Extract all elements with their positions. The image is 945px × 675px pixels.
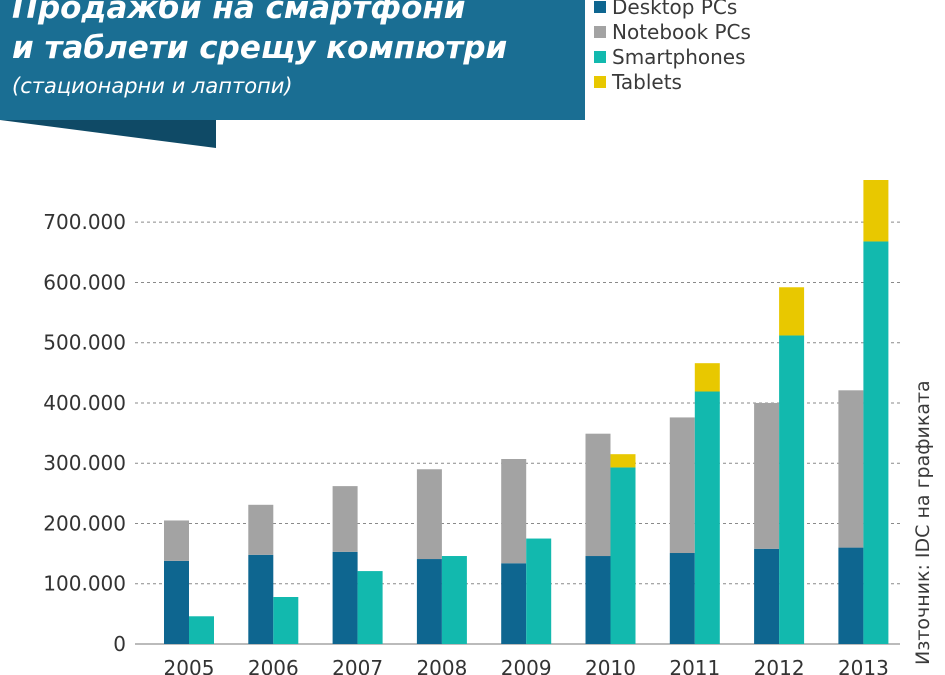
bar-notebook-2009: [501, 459, 527, 564]
bar-smartphones-2010: [610, 467, 636, 644]
bar-smartphones-2005: [189, 616, 214, 644]
bar-notebook-2012: [754, 402, 780, 549]
banner-shadow: [0, 120, 216, 148]
bar-smartphones-2012: [779, 335, 805, 644]
bar-tablets-2010: [610, 454, 636, 468]
bar-tablets-2013: [863, 180, 889, 242]
legend-label-desktop: Desktop PCs: [612, 0, 738, 19]
legend-item-notebook: Notebook PCs: [594, 19, 751, 44]
bar-smartphones-2011: [694, 391, 720, 644]
x-tick-label: 2006: [248, 656, 299, 675]
bar-tablets-2012: [779, 287, 805, 336]
bar-smartphones-2009: [526, 538, 552, 644]
chart-subtitle: (стационарни и лаптопи): [12, 74, 293, 98]
x-tick-label: 2009: [501, 656, 552, 675]
legend-swatch-smartphones: [594, 50, 606, 63]
bar-notebook-2006: [248, 504, 274, 555]
bar-notebook-2008: [416, 469, 442, 560]
y-tick-label: 0: [113, 632, 126, 656]
bar-desktop-2011: [669, 553, 695, 644]
x-tick-label: 2005: [164, 656, 215, 675]
bar-desktop-2008: [416, 559, 442, 644]
bar-desktop-2005: [164, 560, 189, 644]
legend-swatch-desktop: [594, 0, 606, 13]
bar-desktop-2009: [501, 563, 527, 644]
title-banner: Продажби на смартфони и таблети срещу ко…: [0, 0, 585, 120]
bar-smartphones-2008: [441, 556, 467, 644]
bar-notebook-2013: [838, 390, 864, 548]
legend-swatch-notebook: [594, 25, 606, 38]
x-tick-label: 2012: [754, 656, 805, 675]
x-tick-label: 2011: [669, 656, 720, 675]
legend-swatch-tablets: [594, 75, 606, 88]
bar-notebook-2007: [332, 486, 358, 552]
legend-label-tablets: Tablets: [612, 69, 682, 94]
legend-label-notebook: Notebook PCs: [612, 19, 751, 44]
x-tick-label: 2007: [332, 656, 383, 675]
y-tick-label: 600.000: [43, 270, 126, 294]
legend-label-smartphones: Smartphones: [612, 44, 746, 69]
bar-smartphones-2013: [863, 241, 889, 644]
bar-notebook-2010: [585, 433, 611, 557]
bar-smartphones-2006: [273, 596, 299, 644]
y-tick-label: 300.000: [43, 451, 126, 475]
y-tick-label: 500.000: [43, 331, 126, 355]
bar-desktop-2006: [248, 554, 274, 644]
x-tick-label: 2010: [585, 656, 636, 675]
source-note: Източник: IDC на графиката: [912, 380, 934, 665]
bar-desktop-2010: [585, 556, 611, 644]
bar-smartphones-2007: [357, 571, 383, 644]
chart-title: Продажби на смартфони и таблети срещу ко…: [12, 0, 508, 66]
bar-desktop-2012: [754, 548, 780, 644]
y-tick-label: 400.000: [43, 391, 126, 415]
bar-desktop-2013: [838, 547, 864, 644]
y-tick-label: 700.000: [43, 210, 126, 234]
bar-notebook-2005: [164, 520, 189, 561]
x-tick-label: 2008: [416, 656, 467, 675]
x-tick-label: 2013: [838, 656, 889, 675]
bar-desktop-2007: [332, 551, 358, 644]
bar-tablets-2011: [694, 363, 720, 392]
legend: Desktop PCs Notebook PCs Smartphones Tab…: [594, 0, 751, 94]
legend-item-smartphones: Smartphones: [594, 44, 751, 69]
legend-item-desktop: Desktop PCs: [594, 0, 751, 19]
y-tick-label: 200.000: [43, 511, 126, 535]
y-tick-label: 100.000: [43, 572, 126, 596]
bar-notebook-2011: [669, 417, 695, 554]
legend-item-tablets: Tablets: [594, 69, 751, 94]
